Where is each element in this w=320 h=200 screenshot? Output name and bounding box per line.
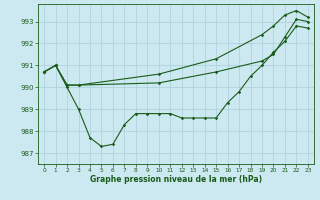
X-axis label: Graphe pression niveau de la mer (hPa): Graphe pression niveau de la mer (hPa) [90, 175, 262, 184]
